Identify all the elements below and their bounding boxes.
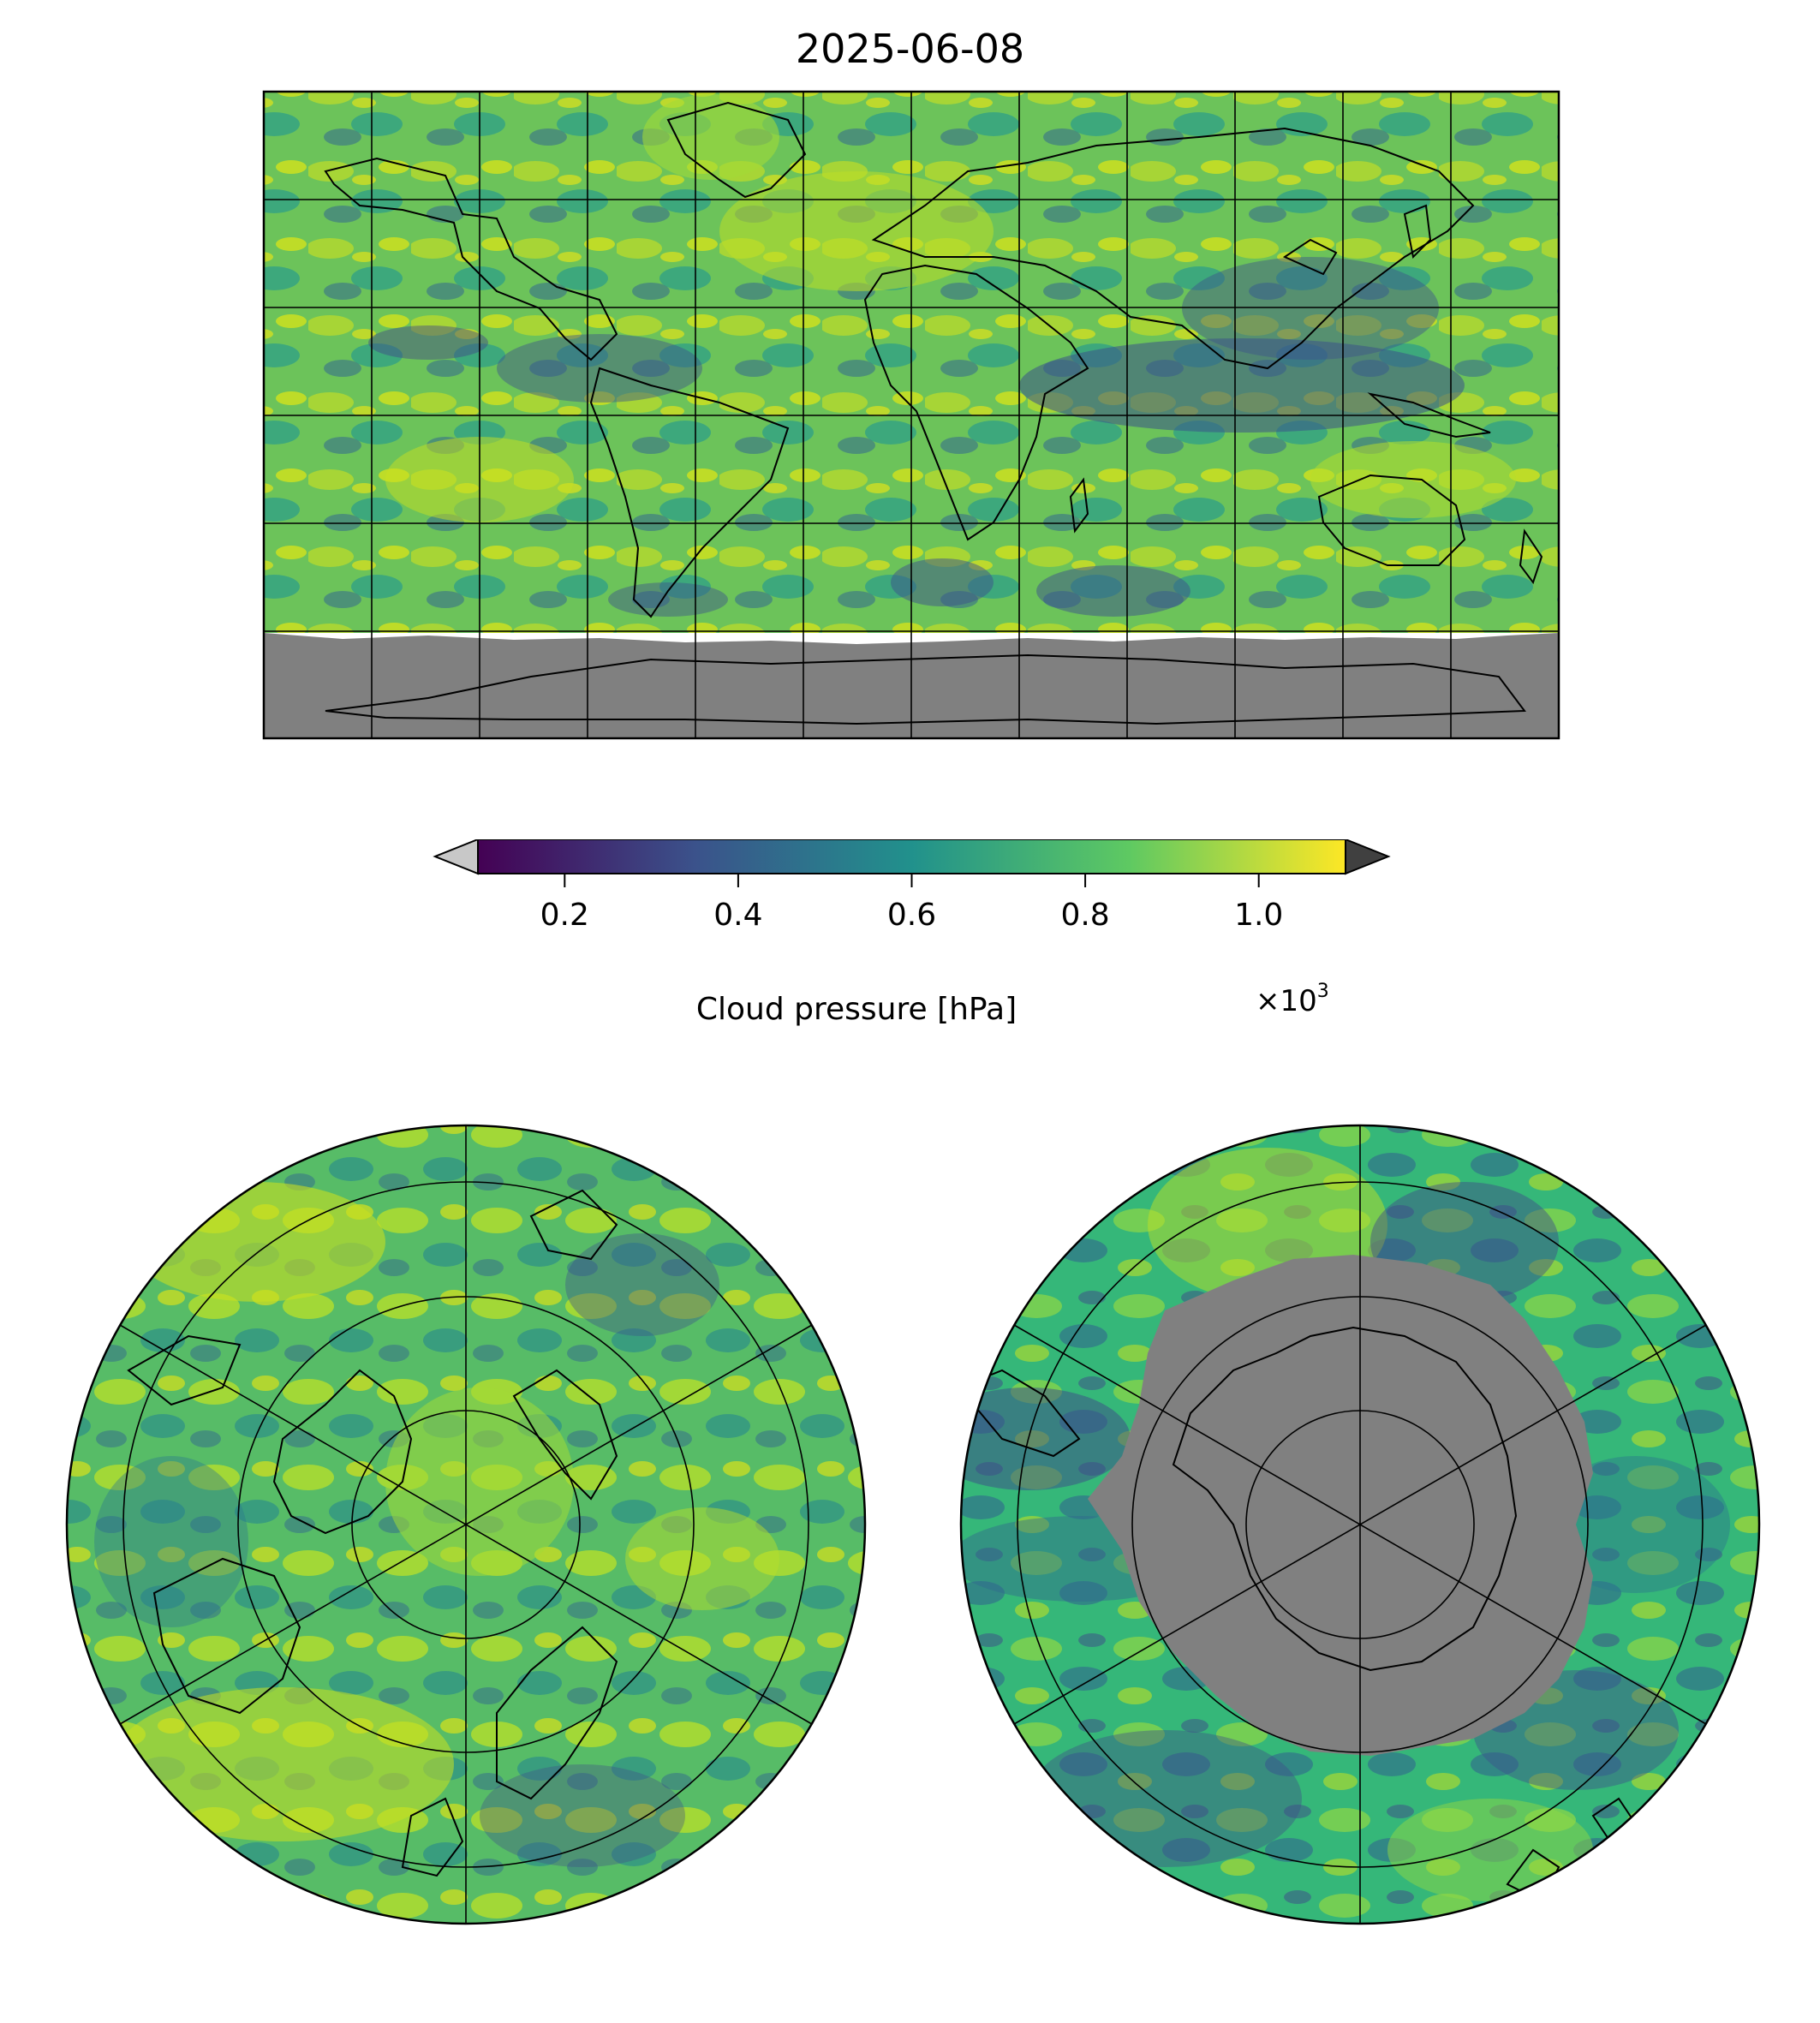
colorbar-tick-label: 0.6 — [887, 898, 936, 933]
colorbar-tick-label: 0.2 — [540, 898, 589, 933]
north-polar-field — [67, 1125, 865, 1924]
colorbar-gradient — [477, 839, 1346, 874]
colorbar-tick-label: 0.8 — [1060, 898, 1109, 933]
north-polar-border — [65, 1124, 867, 1925]
colorbar-multiplier-exponent: 3 — [1317, 981, 1329, 1002]
south-polar-border — [959, 1124, 1761, 1925]
colorbar-multiplier: ×103 — [1256, 981, 1329, 1018]
north-polar-map — [65, 1124, 867, 1925]
colorbar-tick-label: 0.4 — [713, 898, 762, 933]
global-map-border — [262, 90, 1560, 740]
south-polar-map — [959, 1124, 1761, 1925]
colorbar-over-extension — [1345, 839, 1391, 875]
colorbar-under-extension — [433, 839, 479, 875]
figure-title: 2025-06-08 — [795, 26, 1025, 72]
colorbar-tick-label: 1.0 — [1234, 898, 1283, 933]
coastlines — [324, 101, 1543, 725]
south-polar-field — [961, 1125, 1759, 1924]
global-map — [262, 90, 1560, 740]
colorbar-label: Cloud pressure [hPa] — [696, 992, 1017, 1027]
colorbar-ticks: 0.2 0.4 0.6 0.8 1.0 — [540, 874, 1283, 933]
global-gridlines — [264, 92, 1559, 738]
colorbar-multiplier-base: ×10 — [1256, 984, 1317, 1018]
no-data-region — [1088, 1255, 1593, 1756]
colorbar: 0.2 0.4 0.6 0.8 1.0 Cloud pressure [hPa] ×10… — [433, 839, 1391, 1027]
